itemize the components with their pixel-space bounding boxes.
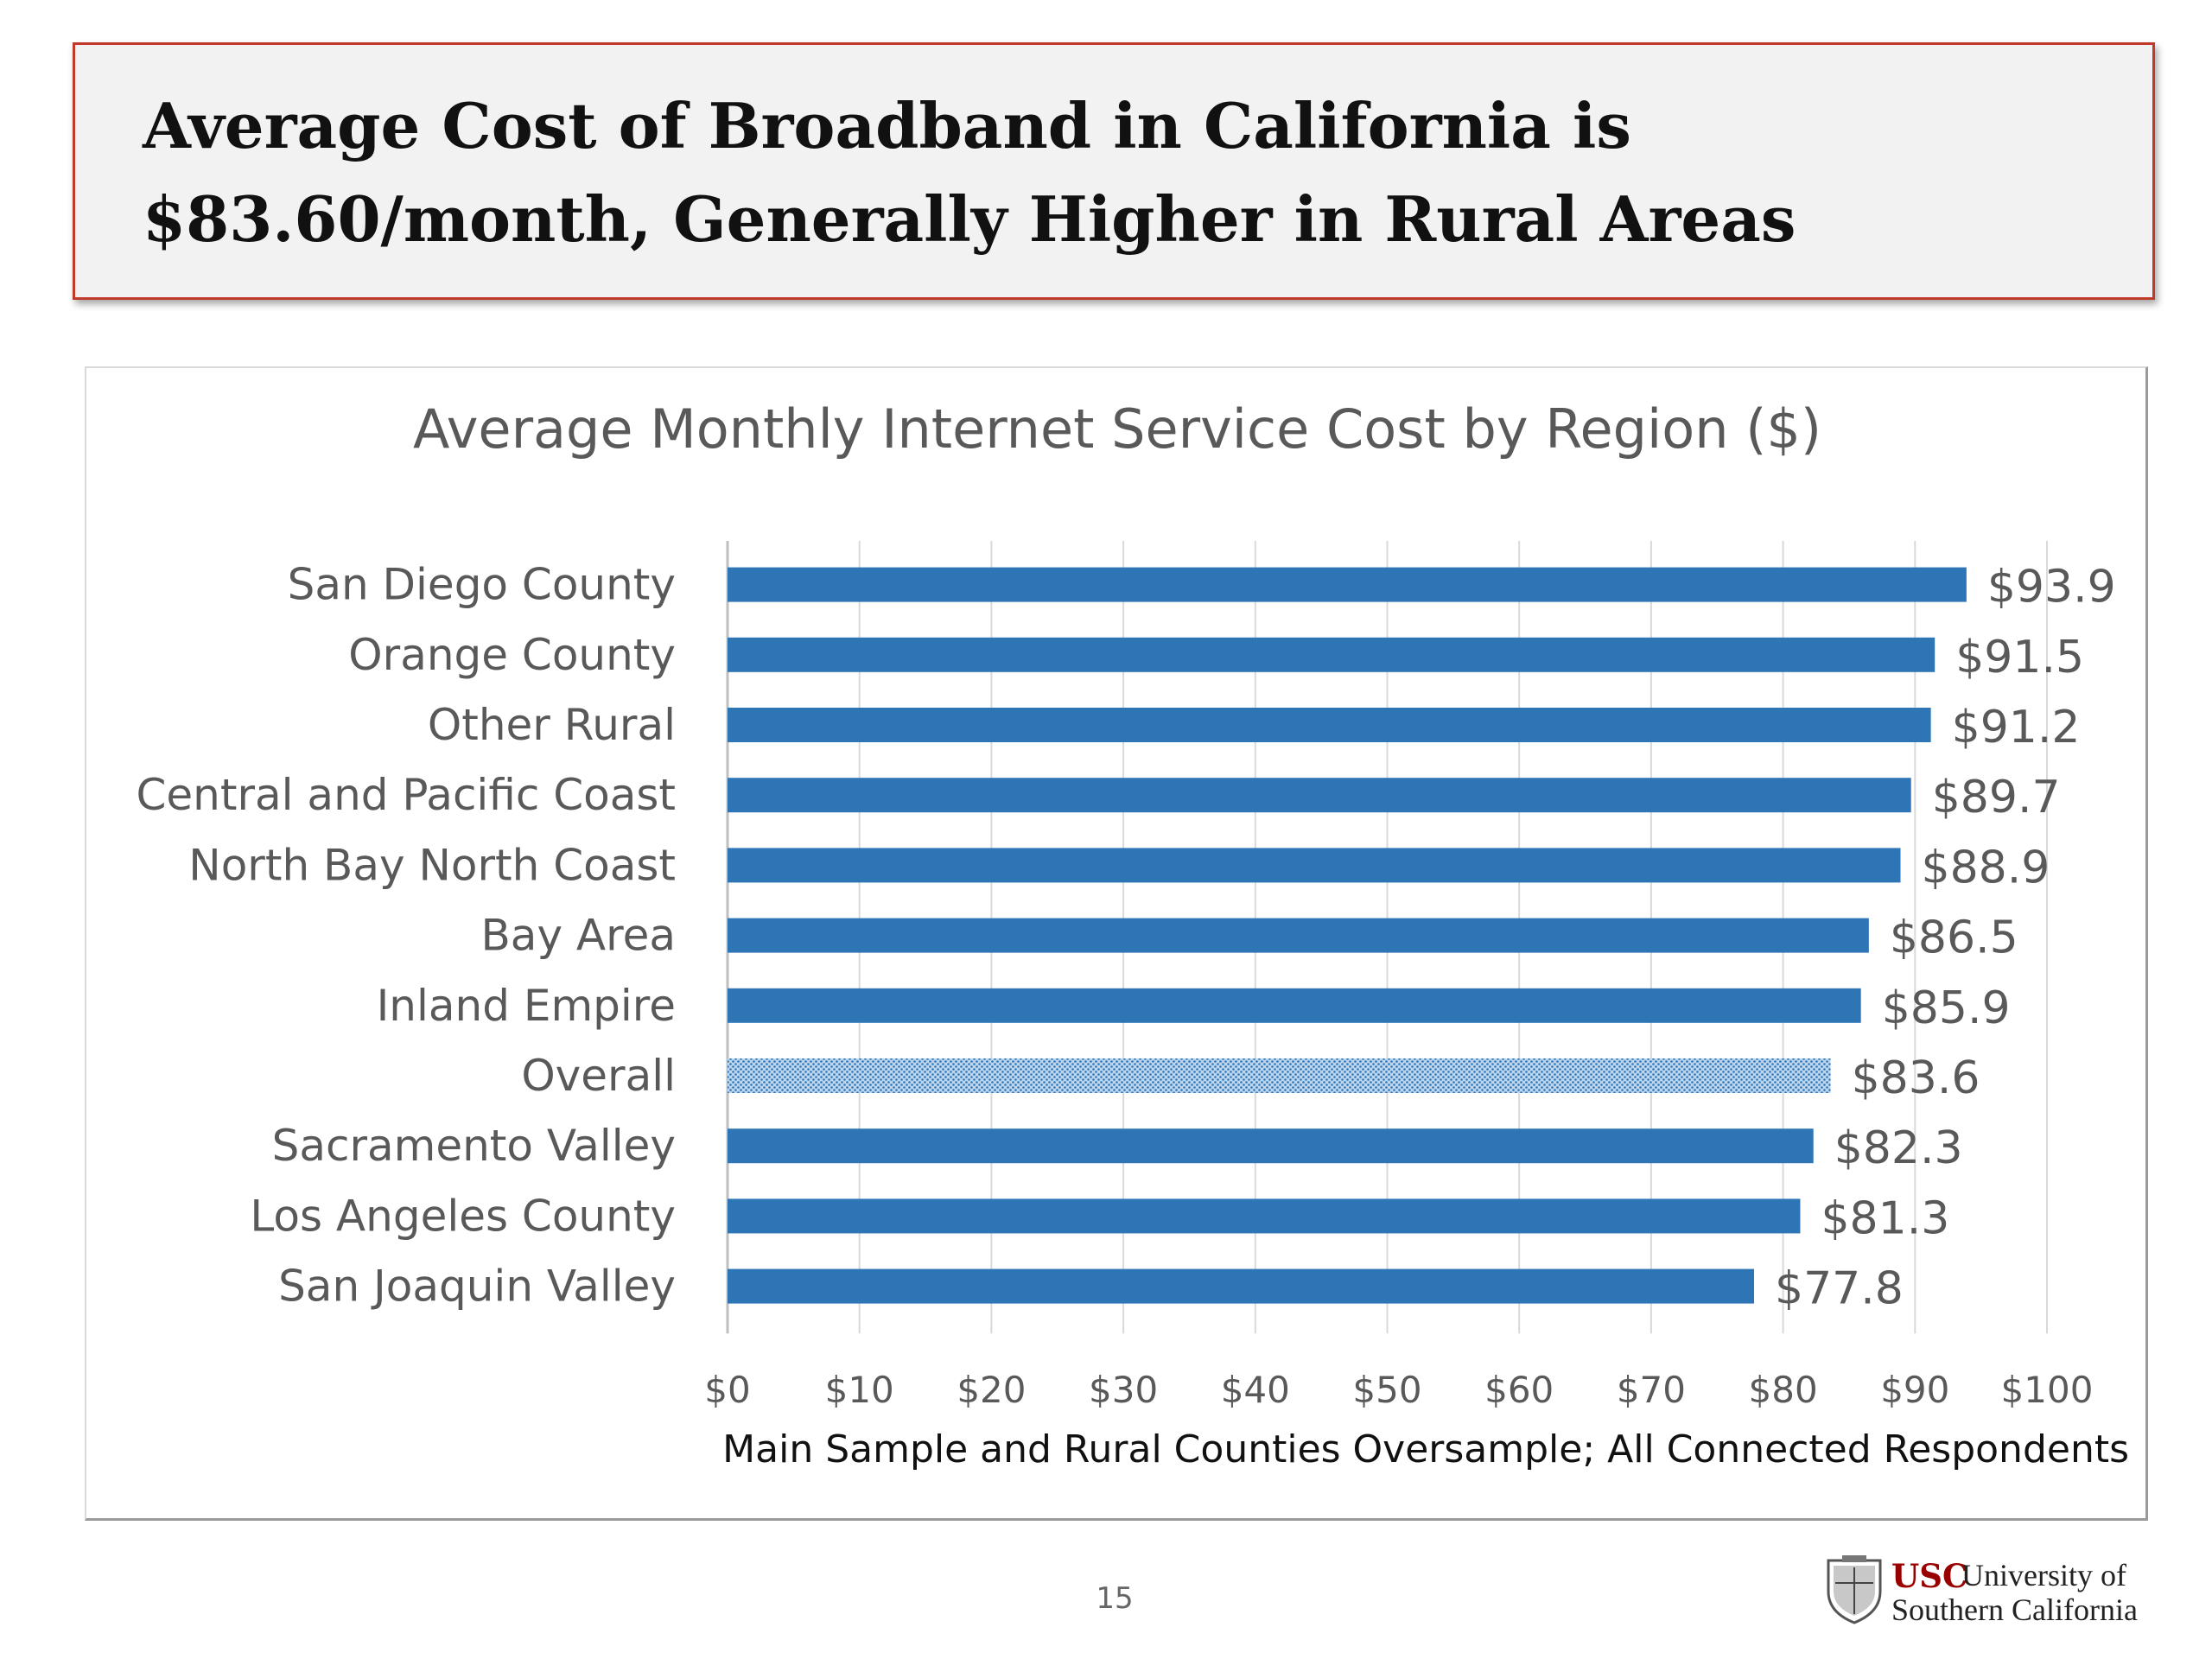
category-label: Bay Area xyxy=(481,911,677,961)
bar xyxy=(728,1128,1814,1164)
slide-title: Average Cost of Broadband in California … xyxy=(143,89,1796,256)
x-tick-label: $0 xyxy=(704,1369,750,1411)
chart-title: Average Monthly Internet Service Cost by… xyxy=(413,397,1821,461)
bar-overall xyxy=(728,1058,1831,1093)
bar-chart: Average Monthly Internet Service Cost by… xyxy=(136,397,2129,1471)
category-label: Overall xyxy=(521,1051,676,1101)
data-label: $83.6 xyxy=(1852,1052,1980,1104)
bar xyxy=(728,778,1911,813)
bar xyxy=(728,988,1861,1023)
data-label: $77.8 xyxy=(1775,1263,1904,1315)
x-tick-label: $70 xyxy=(1617,1369,1686,1411)
chart-footnote: Main Sample and Rural Counties Oversampl… xyxy=(722,1427,2129,1471)
bar xyxy=(728,637,1936,672)
category-label: Inland Empire xyxy=(377,981,676,1031)
data-label: $86.5 xyxy=(1890,912,2018,964)
bar xyxy=(728,708,1931,742)
category-label: Other Rural xyxy=(428,700,676,750)
data-label: $89.7 xyxy=(1932,772,2061,823)
data-label: $93.9 xyxy=(1987,562,2116,613)
slide-title-box: Average Cost of Broadband in California … xyxy=(73,42,2155,300)
bar xyxy=(728,567,1967,602)
usc-seal-icon xyxy=(1827,1555,1882,1624)
category-label: San Joaquin Valley xyxy=(278,1262,676,1312)
category-label: San Diego County xyxy=(288,560,676,610)
page-number: 15 xyxy=(1096,1581,1134,1616)
x-tick-label: $20 xyxy=(957,1369,1026,1411)
chart-panel: Average Monthly Internet Service Cost by… xyxy=(85,366,2148,1521)
usc-logo: USC University of Southern California xyxy=(1825,1552,2153,1630)
data-label: $88.9 xyxy=(1922,842,2050,893)
x-tick-label: $90 xyxy=(1880,1369,1949,1411)
data-label: $91.2 xyxy=(1952,702,2081,753)
category-label: Orange County xyxy=(348,630,676,680)
data-label: $81.3 xyxy=(1821,1192,1949,1244)
x-tick-label: $50 xyxy=(1352,1369,1421,1411)
x-tick-label: $100 xyxy=(2001,1369,2094,1411)
x-tick-label: $10 xyxy=(825,1369,894,1411)
category-label: Sacramento Valley xyxy=(272,1121,676,1171)
logo-abbr: USC xyxy=(1891,1557,1968,1595)
data-label: $91.5 xyxy=(1955,632,2084,683)
data-label: $82.3 xyxy=(1834,1122,1963,1174)
category-label: North Bay North Coast xyxy=(188,840,676,890)
bar xyxy=(728,1268,1755,1304)
bar xyxy=(728,1198,1801,1234)
x-tick-label: $30 xyxy=(1089,1369,1158,1411)
category-label: Los Angeles County xyxy=(250,1191,676,1241)
bar xyxy=(728,848,1901,883)
x-tick-label: $60 xyxy=(1484,1369,1554,1411)
logo-line-2: Southern California xyxy=(1891,1592,2138,1627)
logo-line-1: University of xyxy=(1961,1558,2126,1592)
bar xyxy=(728,918,1869,953)
x-tick-label: $80 xyxy=(1749,1369,1818,1411)
data-label: $85.9 xyxy=(1882,982,2011,1034)
category-label: Central and Pacific Coast xyxy=(136,770,676,820)
x-tick-label: $40 xyxy=(1221,1369,1290,1411)
